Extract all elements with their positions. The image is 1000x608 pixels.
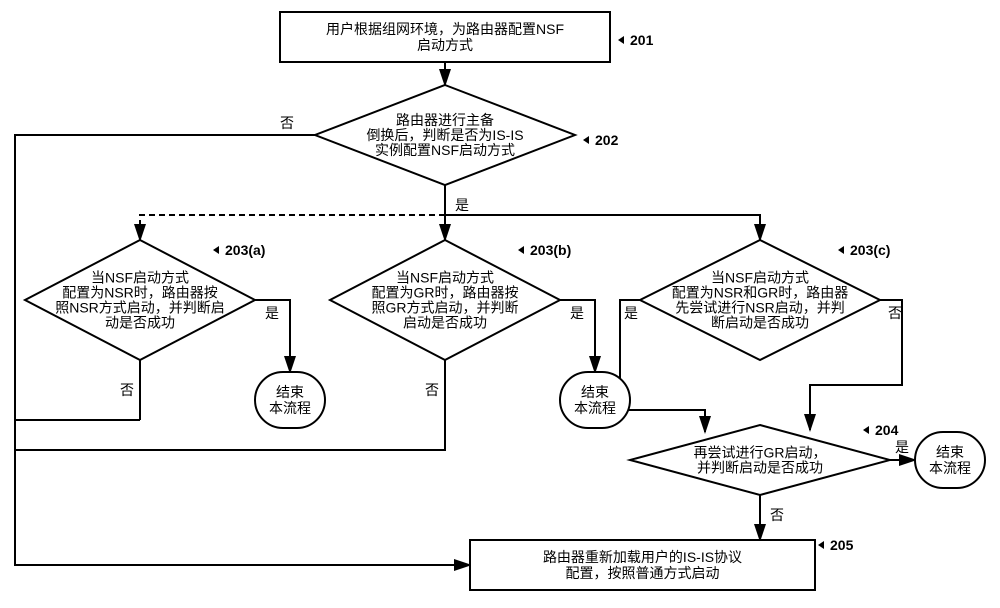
edge-e3: 否 [15,115,470,565]
svg-text:否: 否 [888,305,902,321]
svg-text:201: 201 [630,32,654,48]
svg-text:再尝试进行GR启动，: 再尝试进行GR启动， [694,445,827,461]
svg-text:先尝试进行NSR启动，并判: 先尝试进行NSR启动，并判 [675,300,845,316]
edge-e7: 否 [760,495,784,540]
svg-text:204: 204 [875,422,899,438]
svg-text:否: 否 [120,382,134,398]
svg-text:配置为NSR时，路由器按: 配置为NSR时，路由器按 [62,285,218,301]
svg-text:是: 是 [455,197,469,213]
svg-text:205: 205 [830,537,854,553]
label-n201: 201 [618,32,654,48]
node-end_c: 结束本流程 [915,432,985,488]
edge-e5a: 否 [120,360,140,420]
svg-text:是: 是 [624,305,638,321]
svg-text:启动是否成功: 启动是否成功 [403,315,487,331]
svg-text:断启动是否成功: 断启动是否成功 [711,315,809,331]
svg-text:202: 202 [595,132,619,148]
svg-text:并判断启动是否成功: 并判断启动是否成功 [697,460,823,476]
label-n203a: 203(a) [213,242,265,258]
svg-text:当NSF启动方式: 当NSF启动方式 [711,270,809,286]
label-n204: 204 [863,422,899,438]
svg-text:结束: 结束 [936,444,964,460]
edge-e2: 是 [445,185,469,240]
edge-e4a: 是 [255,300,290,372]
svg-text:用户根据组网环境，为路由器配置NSF: 用户根据组网环境，为路由器配置NSF [326,21,564,37]
svg-text:本流程: 本流程 [929,460,971,476]
svg-text:配置为NSR和GR时，路由器: 配置为NSR和GR时，路由器 [672,285,849,301]
node-n203a: 当NSF启动方式配置为NSR时，路由器按照NSR方式启动，并判断启动是否成功 [25,240,255,360]
svg-text:203(b): 203(b) [530,242,571,258]
svg-text:否: 否 [425,382,439,398]
node-end_a: 结束本流程 [255,372,325,428]
edge-e2c [445,215,760,240]
svg-text:路由器重新加载用户的IS-IS协议: 路由器重新加载用户的IS-IS协议 [543,549,742,565]
svg-text:203(a): 203(a) [225,242,265,258]
node-n203c: 当NSF启动方式配置为NSR和GR时，路由器先尝试进行NSR启动，并判断启动是否… [640,240,880,360]
svg-text:当NSF启动方式: 当NSF启动方式 [396,270,494,286]
label-n203c: 203(c) [838,242,890,258]
edge-e6: 是 [890,439,915,460]
svg-text:结束: 结束 [276,384,304,400]
label-n202: 202 [583,132,619,148]
svg-text:本流程: 本流程 [269,400,311,416]
node-n203b: 当NSF启动方式配置为GR时，路由器按照GR方式启动，并判断启动是否成功 [330,240,560,360]
label-n203b: 203(b) [518,242,571,258]
node-n205: 路由器重新加载用户的IS-IS协议配置，按照普通方式启动 [470,540,815,590]
edge-e2b [140,215,445,240]
svg-text:否: 否 [770,507,784,523]
svg-text:本流程: 本流程 [574,400,616,416]
svg-text:是: 是 [265,305,279,321]
edge-e4b: 是 [560,300,595,372]
svg-text:启动方式: 启动方式 [417,37,473,53]
svg-text:当NSF启动方式: 当NSF启动方式 [91,270,189,286]
edge-e5b: 否 [15,360,445,450]
node-n202: 路由器进行主备倒换后，判断是否为IS-IS实例配置NSF启动方式 [315,85,575,185]
svg-text:配置为GR时，路由器按: 配置为GR时，路由器按 [372,285,519,301]
svg-text:是: 是 [895,439,909,455]
svg-text:否: 否 [280,115,294,131]
svg-text:是: 是 [570,305,584,321]
svg-text:照NSR方式启动，并判断启: 照NSR方式启动，并判断启 [55,300,225,316]
svg-text:路由器进行主备: 路由器进行主备 [396,112,494,128]
svg-text:动是否成功: 动是否成功 [105,315,175,331]
svg-text:倒换后，判断是否为IS-IS: 倒换后，判断是否为IS-IS [366,127,523,143]
svg-text:实例配置NSF启动方式: 实例配置NSF启动方式 [375,142,515,158]
label-n205: 205 [818,537,854,553]
svg-text:配置，按照普通方式启动: 配置，按照普通方式启动 [566,565,720,581]
node-end_b: 结束本流程 [560,372,630,428]
svg-text:照GR方式启动，并判断: 照GR方式启动，并判断 [372,300,519,316]
svg-text:结束: 结束 [581,384,609,400]
svg-text:203(c): 203(c) [850,242,890,258]
node-n204: 再尝试进行GR启动，并判断启动是否成功 [630,425,890,495]
node-n201: 用户根据组网环境，为路由器配置NSF启动方式 [280,12,610,62]
